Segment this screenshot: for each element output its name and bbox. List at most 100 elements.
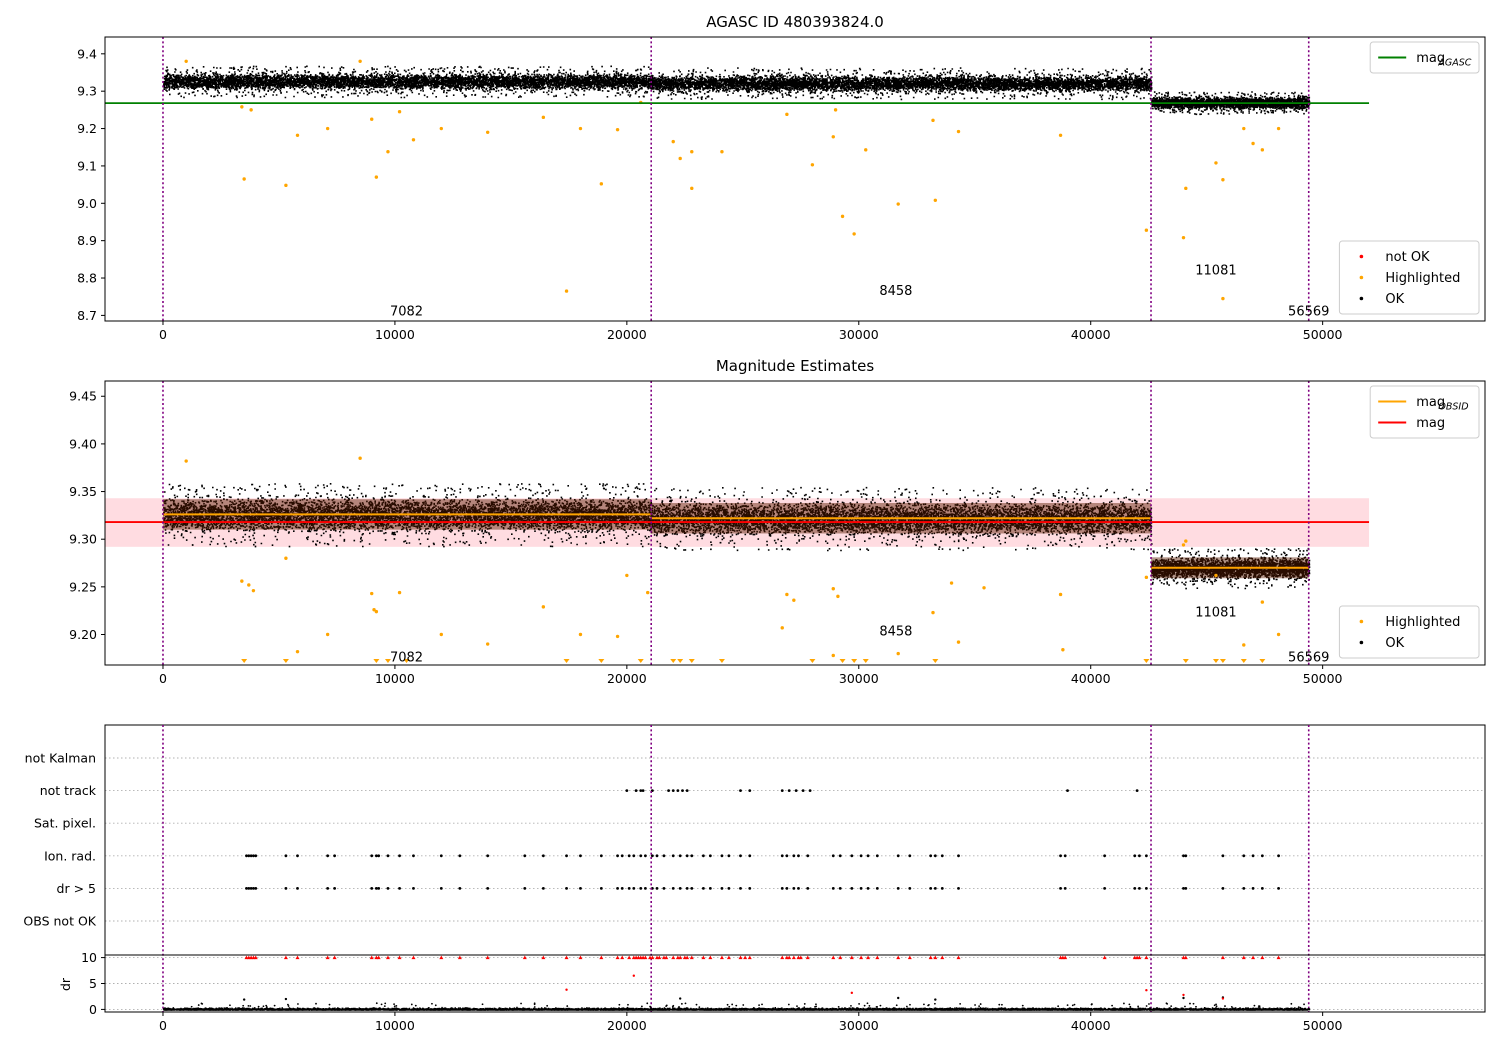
dr-clipped-marker [615, 955, 620, 960]
dr-point [1066, 1004, 1069, 1007]
clipped-marker [718, 659, 725, 663]
ion-rad-point [1251, 854, 1255, 858]
dr-point [1215, 1005, 1218, 1008]
dr-gt5-point [797, 887, 800, 890]
x-tick-label: 10000 [375, 327, 415, 342]
dr-point [680, 1002, 683, 1005]
dr-clipped-marker [875, 955, 880, 960]
dr-point [533, 1002, 536, 1005]
highlighted-point [831, 653, 835, 658]
dr-clipped-marker [907, 955, 912, 960]
ion-rad-point [678, 854, 682, 858]
ion-rad-point [929, 854, 933, 858]
dr-gt5-point [486, 887, 490, 890]
ion-rad-point [662, 854, 666, 858]
ion-rad-point [785, 854, 789, 858]
highlighted-point [578, 126, 583, 131]
dr-clipped-marker [664, 955, 669, 960]
highlighted-point [358, 59, 362, 63]
dr-clipped-marker [866, 955, 871, 960]
x-tick-label: 40000 [1071, 1018, 1111, 1033]
axes-frame [104, 380, 1486, 666]
highlighted-point [931, 610, 935, 615]
obsid-label: 8458 [879, 625, 912, 640]
dr-point [395, 1004, 398, 1007]
flag-row-label: dr > 5 [57, 881, 96, 896]
x-tick-label: 10000 [375, 671, 415, 686]
dr-point [728, 1005, 731, 1008]
x-tick-label: 50000 [1303, 1018, 1343, 1033]
ok-point-cloud [163, 65, 653, 99]
highlighted-point [370, 591, 374, 596]
dr-point [726, 1003, 729, 1006]
not-track-point [787, 789, 791, 792]
dr-clipped-marker [678, 955, 683, 960]
dr-clipped-marker [253, 955, 258, 960]
dr-gt5-point [838, 887, 842, 890]
dr-point [1303, 1003, 1305, 1006]
ion-rad-point [458, 854, 462, 858]
dr-point [934, 998, 937, 1001]
y-tick-label: 0 [89, 1002, 97, 1017]
dr-clipped-marker [859, 955, 864, 960]
highlighted-point [564, 289, 569, 293]
ion-rad-point [831, 854, 835, 858]
highlighted-point [1276, 126, 1281, 131]
dr-point [297, 1003, 299, 1005]
x-tick-label: 20000 [607, 1018, 647, 1033]
x-tick-label: 50000 [1303, 327, 1343, 342]
dr-clipped-marker [283, 955, 288, 960]
dr-gt5-point [850, 887, 854, 890]
clipped-marker [598, 659, 605, 663]
flag-row-label: Sat. pixel. [34, 816, 96, 831]
dr-point [287, 1005, 290, 1007]
dr-point [646, 1002, 649, 1005]
dr-clipped-marker [564, 955, 569, 960]
dr-point [249, 1005, 252, 1007]
highlighted-point [295, 133, 300, 137]
highlighted-point [372, 608, 376, 612]
dr-point [698, 1006, 701, 1009]
ion-rad-point [1059, 854, 1062, 858]
legend-label: Highlighted [1385, 271, 1460, 286]
dr-point [923, 1003, 925, 1006]
legend-dot-swatch [1359, 619, 1364, 624]
dr-point [933, 1002, 936, 1005]
dr-point [190, 1005, 193, 1008]
dr-gt5-point [671, 887, 675, 890]
dr-clipped-marker [457, 955, 462, 960]
clipped-marker [384, 659, 391, 663]
dr-point [328, 1003, 331, 1006]
not-track-point [739, 789, 742, 792]
y-tick-label: 9.20 [69, 627, 97, 642]
clipped-marker [637, 659, 644, 663]
dr-point [974, 1004, 976, 1006]
dr-gt5-point [579, 887, 582, 890]
not-track-point [748, 789, 752, 792]
ion-rad-point [599, 854, 603, 858]
dr-gt5-point [1182, 887, 1185, 890]
dr-point [1071, 1004, 1074, 1007]
dr-point [1148, 1003, 1150, 1005]
dr-clipped-marker [332, 955, 337, 960]
highlighted-point [184, 459, 188, 463]
ion-rad-point [1138, 854, 1141, 858]
dr-gt5-point [252, 887, 255, 890]
highlighted-point [625, 573, 629, 578]
dr-clipped-marker [726, 955, 731, 960]
dr-gt5-point [685, 887, 689, 890]
not-track-point [1135, 789, 1139, 792]
dr-clipped-marker [689, 955, 694, 960]
dr-gt5-point [933, 887, 937, 890]
dr-point [1166, 1002, 1169, 1005]
dr-gt5-point [957, 887, 960, 890]
ion-rad-point [1184, 854, 1188, 858]
dr-gt5-point [374, 887, 378, 890]
dr-gt5-point [748, 887, 752, 890]
clipped-marker [1259, 659, 1266, 663]
dr-point [1215, 1003, 1217, 1006]
ion-rad-point [671, 854, 675, 858]
clipped-marker [373, 659, 380, 663]
highlighted-point [240, 105, 244, 109]
dr-gt5-point [1138, 887, 1141, 890]
